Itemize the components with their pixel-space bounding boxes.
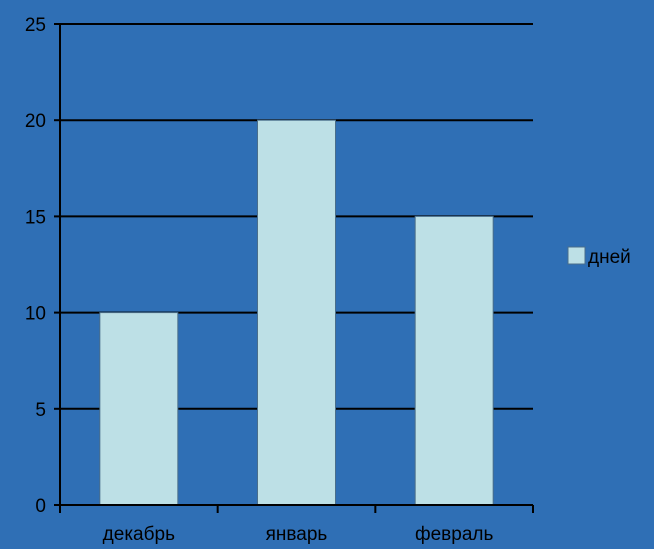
x-category-label: декабрь	[103, 524, 175, 545]
legend-swatch	[567, 246, 586, 265]
bars	[99, 119, 494, 506]
legend-label: дней	[588, 247, 631, 268]
y-tick-label: 5	[35, 400, 46, 421]
y-tick-label: 15	[25, 207, 46, 228]
axes	[54, 23, 534, 513]
bar-2	[414, 215, 494, 506]
y-tick-label: 10	[25, 304, 46, 325]
y-tick-label: 25	[25, 15, 46, 36]
x-category-label: январь	[266, 524, 328, 545]
y-tick-label: 0	[35, 496, 46, 517]
x-category-labels: декабрь январь февраль	[103, 524, 494, 545]
bar-1	[257, 119, 336, 506]
x-category-label: февраль	[415, 524, 494, 545]
bar-0	[99, 312, 179, 506]
legend: дней	[567, 246, 631, 268]
y-tick-labels: 0 5 10 15 20 25	[25, 15, 46, 517]
y-tick-label: 20	[25, 111, 46, 132]
